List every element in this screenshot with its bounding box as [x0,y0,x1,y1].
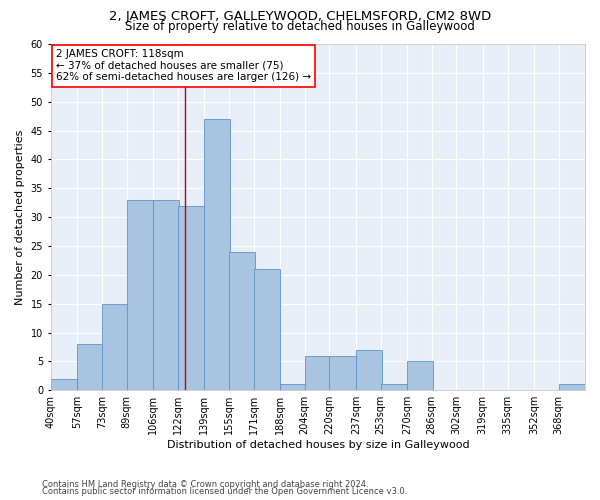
Bar [356,350,382,390]
Bar [229,252,255,390]
Bar [153,200,179,390]
Bar [305,356,331,390]
Bar [280,384,306,390]
Bar [380,384,407,390]
Bar [329,356,356,390]
Y-axis label: Number of detached properties: Number of detached properties [15,130,25,305]
Text: Size of property relative to detached houses in Galleywood: Size of property relative to detached ho… [125,20,475,33]
Text: 2 JAMES CROFT: 118sqm
← 37% of detached houses are smaller (75)
62% of semi-deta: 2 JAMES CROFT: 118sqm ← 37% of detached … [56,49,311,82]
Bar [254,269,280,390]
Bar [407,362,433,390]
Bar [127,200,153,390]
Bar [50,378,77,390]
Bar [559,384,585,390]
X-axis label: Distribution of detached houses by size in Galleywood: Distribution of detached houses by size … [167,440,469,450]
Text: Contains public sector information licensed under the Open Government Licence v3: Contains public sector information licen… [42,487,407,496]
Bar [77,344,103,390]
Bar [178,206,204,390]
Text: 2, JAMES CROFT, GALLEYWOOD, CHELMSFORD, CM2 8WD: 2, JAMES CROFT, GALLEYWOOD, CHELMSFORD, … [109,10,491,23]
Bar [102,304,128,390]
Bar [204,119,230,390]
Text: Contains HM Land Registry data © Crown copyright and database right 2024.: Contains HM Land Registry data © Crown c… [42,480,368,489]
